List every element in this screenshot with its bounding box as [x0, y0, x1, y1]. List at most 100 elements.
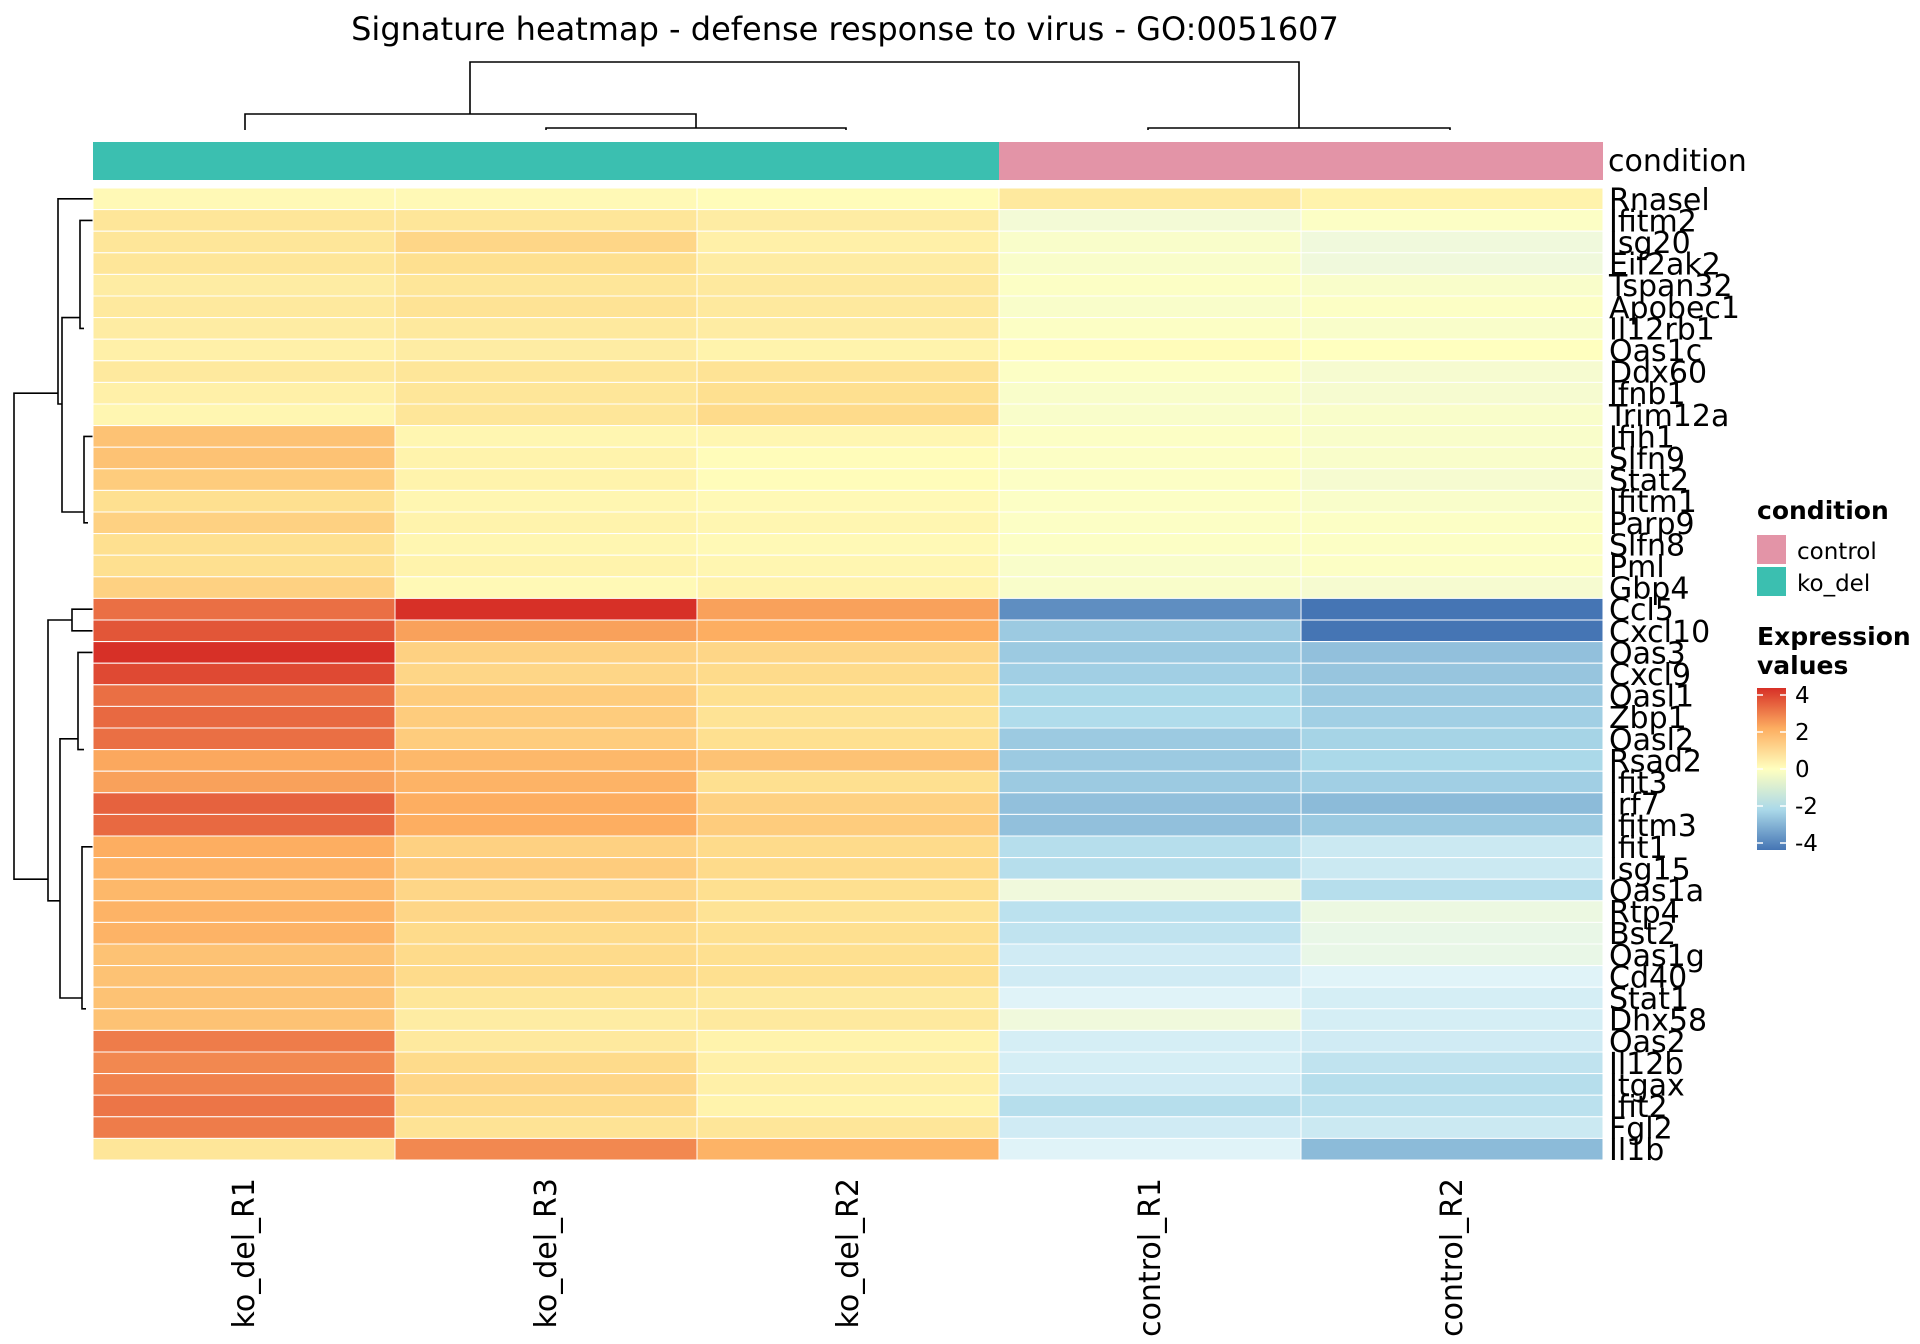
- heatmap-cell: [998, 965, 1302, 988]
- heatmap-cell: [1300, 770, 1604, 794]
- row-label: Cd40: [1609, 960, 1687, 995]
- heatmap-cell: [92, 770, 396, 794]
- heatmap-cell: [394, 533, 698, 556]
- heatmap-cell: [394, 705, 698, 729]
- heatmap-cell: [998, 900, 1302, 923]
- heatmap-cell: [1300, 1116, 1604, 1139]
- heatmap-cell: [1300, 230, 1604, 254]
- heatmap-cell: [696, 878, 1000, 902]
- heatmap-cell: [92, 446, 396, 470]
- column-label: ko_del_R3: [529, 1178, 564, 1328]
- heatmap-cell: [1300, 468, 1604, 491]
- heatmap-cell: [92, 295, 396, 319]
- heatmap-cell: [92, 511, 396, 535]
- row-label: Stat2: [1609, 464, 1689, 499]
- row-label: Slfn8: [1609, 528, 1685, 563]
- annotation-cell-control: [999, 142, 1301, 180]
- heatmap-cell: [92, 230, 396, 254]
- heatmap-cell: [1300, 878, 1604, 902]
- heatmap-cell: [998, 986, 1302, 1010]
- dendrogram-branch: [1147, 127, 1451, 130]
- heatmap-cell: [998, 1029, 1302, 1053]
- heatmap-cell: [92, 187, 396, 211]
- heatmap-cell: [696, 381, 1000, 405]
- heatmap-cell: [1300, 533, 1604, 556]
- row-label: Stat1: [1609, 982, 1689, 1017]
- chart-title: Signature heatmap - defense response to …: [351, 10, 1339, 48]
- row-label: Cxcl9: [1609, 658, 1691, 693]
- heatmap-cell: [696, 576, 1000, 599]
- heatmap-cell: [696, 230, 1000, 254]
- heatmap-cell: [696, 1137, 1000, 1161]
- row-label: Cxcl10: [1609, 615, 1710, 650]
- heatmap-cell: [394, 619, 698, 643]
- heatmap-cell: [696, 1073, 1000, 1096]
- heatmap-cell: [92, 1116, 396, 1139]
- dendrogram-branch: [79, 219, 93, 330]
- heatmap-cell: [92, 468, 396, 491]
- heatmap-cell: [394, 1073, 698, 1096]
- heatmap-cell: [998, 403, 1302, 427]
- row-label: Il12rb1: [1609, 312, 1715, 347]
- heatmap-cell: [998, 597, 1302, 621]
- heatmap-cell: [394, 295, 698, 319]
- heatmap-cell: [998, 1116, 1302, 1139]
- heatmap-cell: [92, 489, 396, 513]
- heatmap-cell: [92, 209, 396, 232]
- heatmap-cell: [92, 1029, 396, 1053]
- annotation-cell-control: [1301, 142, 1603, 180]
- heatmap-cell: [394, 727, 698, 751]
- row-label: Oas1c: [1609, 334, 1702, 369]
- heatmap-cell: [696, 1116, 1000, 1139]
- row-label: Ifitm1: [1609, 485, 1697, 520]
- heatmap-cell: [92, 921, 396, 945]
- heatmap-cell: [998, 1137, 1302, 1161]
- row-label: Bst2: [1609, 917, 1676, 952]
- heatmap-cell: [92, 900, 396, 923]
- heatmap-cell: [998, 792, 1302, 815]
- heatmap-cell: [998, 273, 1302, 297]
- heatmap-cell: [1300, 1137, 1604, 1161]
- heatmap-cell: [998, 878, 1302, 902]
- heatmap-cell: [696, 252, 1000, 275]
- heatmap-cell: [394, 187, 698, 211]
- heatmap-cell: [394, 1008, 698, 1031]
- heatmap-cell: [998, 338, 1302, 362]
- heatmap-cell: [92, 338, 396, 362]
- heatmap-cell: [394, 273, 698, 297]
- heatmap-cell: [696, 965, 1000, 988]
- scale-tick-label: -2: [1795, 794, 1818, 820]
- heatmap-cell: [696, 813, 1000, 837]
- dendrogram-branch: [81, 846, 93, 1010]
- legend-scale-ticks: 4 2 0 -2 -4: [1757, 683, 1818, 857]
- column-dendrogram: [244, 61, 1451, 130]
- heatmap-cell: [696, 619, 1000, 643]
- column-label: control_R2: [1435, 1178, 1470, 1337]
- heatmap-cell: [696, 749, 1000, 772]
- heatmap-cell: [92, 1094, 396, 1118]
- row-label: Ifitm3: [1609, 809, 1697, 844]
- row-label: Ddx60: [1609, 356, 1707, 391]
- heatmap-cell: [998, 317, 1302, 340]
- heatmap-cell: [998, 943, 1302, 967]
- heatmap-cell: [998, 425, 1302, 448]
- dendrogram-branch: [57, 198, 93, 405]
- heatmap-cell: [92, 554, 396, 578]
- heatmap-cell: [696, 554, 1000, 578]
- heatmap-cell: [92, 857, 396, 880]
- heatmap-cell: [1300, 576, 1604, 599]
- heatmap-cell: [1300, 597, 1604, 621]
- heatmap-cell: [998, 813, 1302, 837]
- heatmap-cell: [92, 835, 396, 859]
- row-label: Isg15: [1609, 852, 1691, 887]
- heatmap-cell: [1300, 943, 1604, 967]
- heatmap-cell: [696, 1094, 1000, 1118]
- heatmap-cell: [92, 317, 396, 340]
- heatmap-cell: [998, 295, 1302, 319]
- dendrogram-branch: [545, 127, 847, 130]
- heatmap-cell: [1300, 1008, 1604, 1031]
- heatmap-cell: [696, 317, 1000, 340]
- heatmap-cell: [92, 1073, 396, 1096]
- heatmap-cell: [394, 792, 698, 815]
